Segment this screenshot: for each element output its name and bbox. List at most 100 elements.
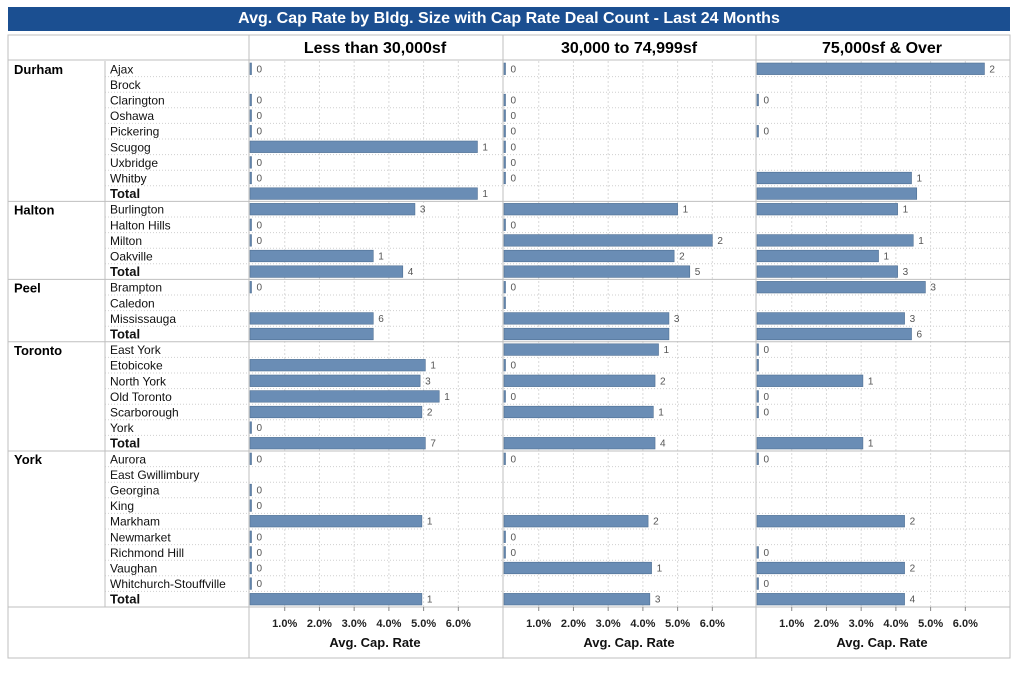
deal-count-label: 1 [868,376,874,387]
deal-count-label: 0 [257,96,263,107]
region-label: Toronto [14,343,62,358]
row-label: Halton Hills [110,218,171,232]
deal-count-label: 0 [257,236,263,247]
bar [503,390,506,403]
tick-label: 1.0% [779,618,804,630]
deal-count-label: 1 [378,252,384,263]
tick-label: 1.0% [526,618,551,630]
deal-count-label: 1 [664,345,670,356]
region-label: Halton [14,202,55,217]
row-label: Oshawa [110,109,154,123]
bar [249,249,374,263]
deal-count-label: 0 [764,127,770,138]
deal-count-label: 0 [511,96,517,107]
deal-count-label: 0 [511,532,517,543]
deal-count-label: 0 [764,454,770,465]
bar [249,265,404,278]
deal-count-label: 0 [764,392,770,403]
bar [756,125,759,138]
row-label: North York [110,374,167,388]
deal-count-label: 2 [660,376,666,387]
bar [503,374,656,387]
deal-count-label: 1 [884,252,890,263]
bar [249,62,252,75]
deal-count-label: 1 [903,205,909,216]
region-label: Durham [14,62,63,77]
deal-count-label: 1 [658,408,664,419]
deal-count-label: 3 [420,205,426,216]
row-label: Ajax [110,62,133,76]
total-label: Total [110,436,140,451]
bar [503,265,691,278]
tick-label: 4.0% [630,618,655,630]
deal-count-label: 0 [511,548,517,559]
tick-label: 2.0% [561,618,586,630]
bar [756,171,912,185]
bar [503,405,654,419]
deal-count-label: 0 [257,454,263,465]
deal-count-label: 4 [660,439,666,450]
row-label: Burlington [110,203,164,217]
tick-label: 5.0% [665,618,690,630]
bar [249,561,252,575]
x-axis-label: Avg. Cap. Rate [329,635,420,650]
row-label: King [110,499,134,513]
bar [249,452,252,465]
bar [249,546,252,559]
row-label: Mississauga [110,312,176,326]
deal-count-label: 5 [695,267,701,278]
bar [249,109,252,122]
x-axis-label: Avg. Cap. Rate [836,635,927,650]
row-label: Oakville [110,250,153,264]
row-label: Etobicoke [110,359,163,373]
bar [756,62,985,75]
panel-header: 75,000sf & Over [822,40,942,57]
bar [756,390,759,403]
bar [503,343,659,356]
row-label: Georgina [110,484,160,498]
bar [503,561,652,575]
row-label: Milton [110,234,142,248]
deal-count-label: 3 [930,283,936,294]
bar [503,437,656,450]
bar [756,234,914,247]
tick-label: 3.0% [849,618,874,630]
deal-count-label: 0 [511,454,517,465]
total-label: Total [110,186,140,201]
deal-count-label: 1 [868,439,874,450]
bar [503,234,713,247]
deal-count-label: 0 [764,548,770,559]
row-label: York [110,421,135,435]
bar [756,437,864,450]
tick-label: 6.0% [953,618,978,630]
chart-title: Avg. Cap Rate by Bldg. Size with Cap Rat… [8,7,1010,31]
bar [756,343,759,356]
deal-count-label: 3 [903,267,909,278]
bar [503,281,506,294]
bar [503,312,670,325]
row-label: Caledon [110,296,155,310]
panel-header: Less than 30,000sf [304,40,447,57]
deal-count-label: 0 [511,158,517,169]
bar [503,593,651,606]
region-label: Peel [14,280,41,295]
deal-count-label: 2 [717,236,723,247]
total-label: Total [110,592,140,607]
tick-label: 2.0% [814,618,839,630]
row-label: Brampton [110,281,162,295]
total-label: Total [110,327,140,342]
deal-count-label: 0 [511,64,517,75]
deal-count-label: 0 [511,127,517,138]
deal-count-label: 0 [511,361,517,372]
bar [756,281,926,294]
deal-count-label: 2 [427,408,433,419]
deal-count-label: 6 [378,314,384,325]
tick-label: 2.0% [307,618,332,630]
bar [249,281,252,294]
tick-label: 1.0% [272,618,297,630]
tick-label: 3.0% [596,618,621,630]
bar [249,327,374,341]
deal-count-label: 0 [257,501,263,512]
deal-count-label: 3 [655,595,661,606]
row-label: Scarborough [110,406,179,420]
